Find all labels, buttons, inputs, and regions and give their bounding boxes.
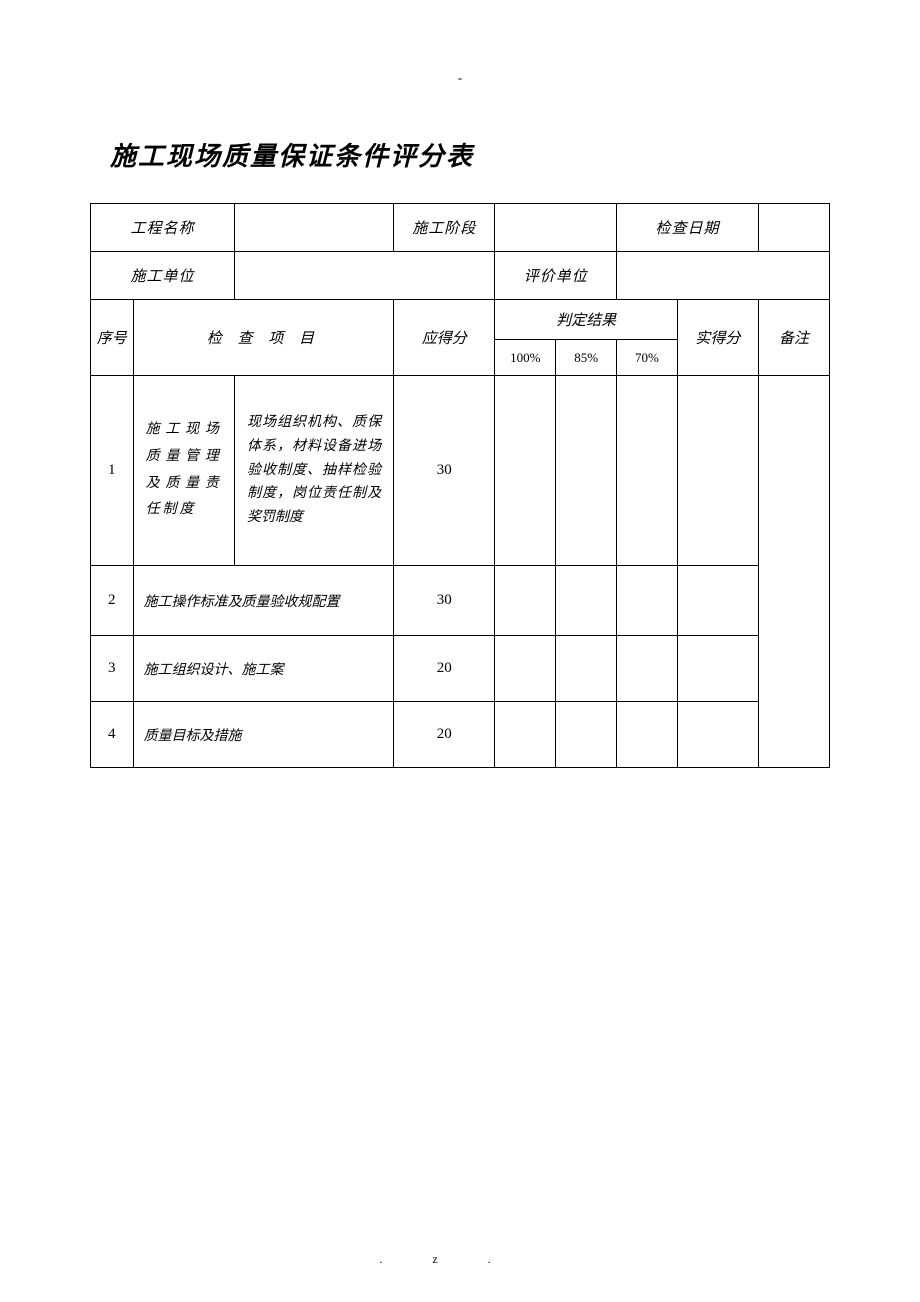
header-pct-85: 85% [556,340,617,376]
row-item: 施工操作标准及质量验收规配置 [133,566,394,636]
row-pct-100 [495,376,556,566]
construction-unit-label: 施工单位 [91,252,235,300]
row-pct-100 [495,702,556,768]
row-pct-85 [556,702,617,768]
header-result: 判定结果 [495,300,677,340]
row-seq: 2 [91,566,134,636]
scoring-table: 工程名称 施工阶段 检查日期 施工单位 评价单位 序号 检 查 项 目 应得分 … [90,203,830,768]
table-row: 1 施工现场质量管理及质量责任制度 现场组织机构、质保体系，材料设备进场验收制度… [91,376,830,566]
row-pct-100 [495,636,556,702]
header-pct-70: 70% [617,340,678,376]
row-max-score: 20 [394,702,495,768]
row-max-score: 20 [394,636,495,702]
row-actual-score [677,702,758,768]
row-actual-score [677,566,758,636]
table-row: 4 质量目标及措施 20 [91,702,830,768]
row-pct-85 [556,376,617,566]
row-pct-70 [617,702,678,768]
row-pct-100 [495,566,556,636]
row-description: 现场组织机构、质保体系，材料设备进场验收制度、抽样检验制度，岗位责任制及奖罚制度 [234,376,393,566]
row-seq: 3 [91,636,134,702]
row-max-score: 30 [394,376,495,566]
row-actual-score [677,376,758,566]
row-category: 施工现场质量管理及质量责任制度 [133,376,234,566]
check-date-value [758,204,829,252]
eval-unit-value [617,252,830,300]
header-inspect-item: 检 查 项 目 [133,300,394,376]
stage-value [495,204,617,252]
header-remark: 备注 [758,300,829,376]
construction-unit-value [234,252,495,300]
row-seq: 4 [91,702,134,768]
header-max-score: 应得分 [394,300,495,376]
row-item: 施工组织设计、施工案 [133,636,394,702]
page-footer: .z. [0,1252,920,1267]
row-pct-70 [617,376,678,566]
header-pct-100: 100% [495,340,556,376]
check-date-label: 检查日期 [617,204,759,252]
eval-unit-label: 评价单位 [495,252,617,300]
row-pct-70 [617,566,678,636]
row-pct-70 [617,636,678,702]
row-item: 质量目标及措施 [133,702,394,768]
header-actual-score: 实得分 [677,300,758,376]
stage-label: 施工阶段 [394,204,495,252]
row-pct-85 [556,636,617,702]
page-title: 施工现场质量保证条件评分表 [110,136,830,173]
project-name-value [234,204,393,252]
table-row: 3 施工组织设计、施工案 20 [91,636,830,702]
row-max-score: 30 [394,566,495,636]
top-dash: - [90,70,830,86]
header-row-1: 序号 检 查 项 目 应得分 判定结果 实得分 备注 [91,300,830,340]
row-pct-85 [556,566,617,636]
meta-row-2: 施工单位 评价单位 [91,252,830,300]
table-row: 2 施工操作标准及质量验收规配置 30 [91,566,830,636]
row-actual-score [677,636,758,702]
project-name-label: 工程名称 [91,204,235,252]
meta-row-1: 工程名称 施工阶段 检查日期 [91,204,830,252]
header-seq: 序号 [91,300,134,376]
row-seq: 1 [91,376,134,566]
row-remark [758,376,829,768]
